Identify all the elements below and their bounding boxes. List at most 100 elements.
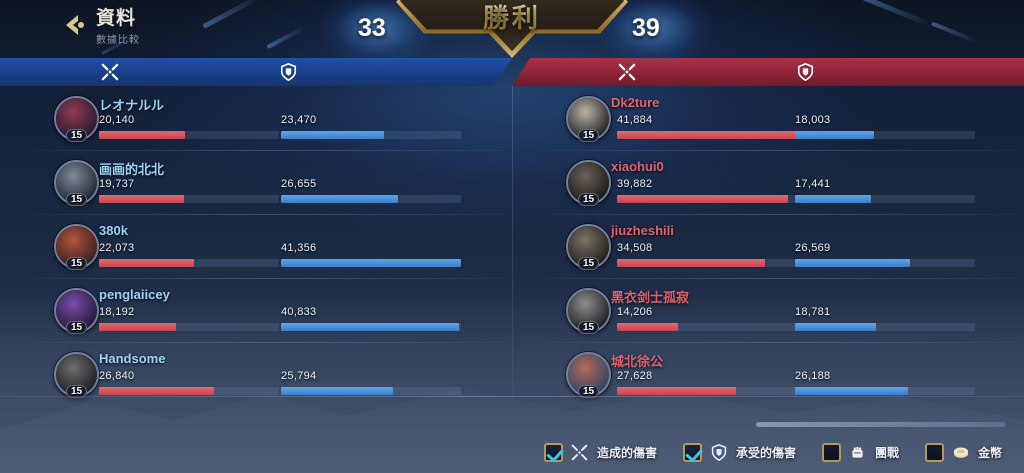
damage-taken-fill [795, 131, 875, 139]
level-badge-bg [66, 129, 87, 142]
team-header-blue [0, 58, 512, 86]
level-badge-bg [578, 193, 599, 206]
player-row[interactable]: 15 画画的北北 19,737 26,655 [0, 150, 512, 214]
filter-label: 承受的傷害 [735, 445, 796, 460]
filter-2[interactable]: 承受的傷害 [682, 442, 796, 462]
level-badge: 15 [582, 386, 595, 397]
damage-taken-value: 26,188 [795, 370, 831, 382]
player-row[interactable]: 15 penglaiicey 18,192 40,833 [0, 278, 512, 342]
damage-dealt-value: 19,737 [99, 178, 135, 190]
filter-bar: 造成的傷害 承受的傷害 團戰 金幣 [0, 431, 1024, 473]
level-badge: 15 [70, 130, 83, 141]
damage-dealt-value: 27,628 [617, 370, 653, 382]
shield-icon[interactable] [278, 62, 298, 82]
damage-taken-track [281, 259, 461, 267]
page-subtitle: 數據比較 [96, 35, 140, 46]
damage-taken-fill [281, 259, 461, 267]
damage-dealt-value: 22,073 [99, 242, 135, 254]
damage-taken-fill [795, 195, 871, 203]
player-row[interactable]: 15 380k 22,073 41,356 [0, 214, 512, 278]
damage-taken-track [795, 195, 975, 203]
shield-icon [709, 442, 729, 462]
player-row[interactable]: 15 Handsome 26,840 25,794 [0, 342, 512, 406]
player-row[interactable]: 15 jiuzheshili 34,508 26,569 [512, 214, 1024, 278]
result-banner: 勝利 [396, 0, 628, 58]
damage-taken-value: 18,781 [795, 306, 831, 318]
damage-taken-track [795, 387, 975, 395]
damage-taken-value: 40,833 [281, 306, 317, 318]
damage-taken-track [795, 131, 975, 139]
player-name: jiuzheshili [611, 223, 674, 238]
level-badge-bg [66, 193, 87, 206]
damage-taken-value: 17,441 [795, 178, 831, 190]
result-text: 勝利 [396, 0, 628, 35]
player-row[interactable]: 15 Dk2ture 41,884 18,003 [512, 86, 1024, 150]
player-name: xiaohui0 [611, 159, 664, 174]
damage-taken-track [281, 387, 461, 395]
player-name: penglaiicey [99, 287, 170, 302]
filter-1[interactable]: 造成的傷害 [543, 442, 657, 462]
player-name: Handsome [99, 351, 166, 366]
level-badge: 15 [582, 194, 595, 205]
player-row[interactable]: 15 xiaohui0 39,882 17,441 [512, 150, 1024, 214]
damage-dealt-value: 34,508 [617, 242, 653, 254]
player-stats-area: 15 レオナルル 20,140 23,470 15 画画的北北 19,737 26,655 15… [0, 86, 1024, 398]
damage-taken-fill [795, 387, 909, 395]
player-name: レオナルル [99, 98, 165, 113]
damage-dealt-fill [617, 323, 679, 331]
damage-taken-fill [281, 195, 398, 203]
horizontal-scrollbar[interactable] [756, 422, 1006, 427]
damage-taken-track [795, 259, 975, 267]
player-name: 380k [99, 223, 128, 238]
damage-taken-track [281, 323, 461, 331]
filter-3[interactable]: 團戰 [821, 442, 899, 462]
level-badge: 15 [70, 386, 83, 397]
bottom-separator [0, 396, 1024, 397]
damage-taken-fill [281, 323, 460, 331]
damage-taken-value: 25,794 [281, 370, 317, 382]
back-chevron-icon [58, 13, 88, 37]
score-right: 39 [632, 14, 660, 42]
filter-checkbox[interactable] [543, 442, 563, 462]
damage-taken-fill [281, 387, 393, 395]
filter-checkbox[interactable] [682, 442, 702, 462]
damage-dealt-track [617, 387, 797, 395]
page-title: 資料 [96, 8, 137, 29]
damage-taken-value: 41,356 [281, 242, 317, 254]
coin-icon [951, 442, 971, 462]
damage-dealt-value: 14,206 [617, 306, 653, 318]
top-bar: 資料 數據比較 [0, 0, 1024, 58]
damage-taken-track [795, 323, 975, 331]
damage-dealt-fill [99, 259, 195, 267]
damage-dealt-track [99, 387, 279, 395]
damage-dealt-track [99, 323, 279, 331]
filter-label: 金幣 [977, 445, 1002, 460]
crossed-swords-icon[interactable] [617, 62, 637, 82]
level-badge: 15 [70, 194, 83, 205]
player-row[interactable]: 15 黑衣剑士孤寂 14,206 18,781 [512, 278, 1024, 342]
damage-dealt-fill [617, 195, 788, 203]
damage-dealt-track [617, 131, 797, 139]
player-name: 黑衣剑士孤寂 [611, 290, 690, 305]
damage-taken-fill [795, 259, 911, 267]
player-row[interactable]: 15 城北徐公 27,628 26,188 [512, 342, 1024, 406]
shield-icon[interactable] [795, 62, 815, 82]
damage-dealt-track [99, 131, 279, 139]
player-name: Dk2ture [611, 95, 660, 110]
team-panel-blue: 15 レオナルル 20,140 23,470 15 画画的北北 19,737 26,655 15… [0, 86, 512, 398]
filter-checkbox[interactable] [821, 442, 841, 462]
damage-dealt-track [99, 259, 279, 267]
damage-taken-track [281, 195, 461, 203]
filter-4[interactable]: 金幣 [924, 442, 1002, 462]
score-left: 33 [358, 14, 386, 42]
player-row[interactable]: 15 レオナルル 20,140 23,470 [0, 86, 512, 150]
damage-dealt-value: 18,192 [99, 306, 135, 318]
damage-dealt-fill [617, 131, 797, 139]
back-button[interactable] [56, 10, 90, 40]
crossed-swords-icon[interactable] [100, 62, 120, 82]
team-panel-red: 15 Dk2ture 41,884 18,003 15 xiaohui0 39,882 17,… [512, 86, 1024, 398]
player-name: 画画的北北 [99, 162, 165, 177]
damage-dealt-value: 41,884 [617, 114, 653, 126]
filter-checkbox[interactable] [924, 442, 944, 462]
